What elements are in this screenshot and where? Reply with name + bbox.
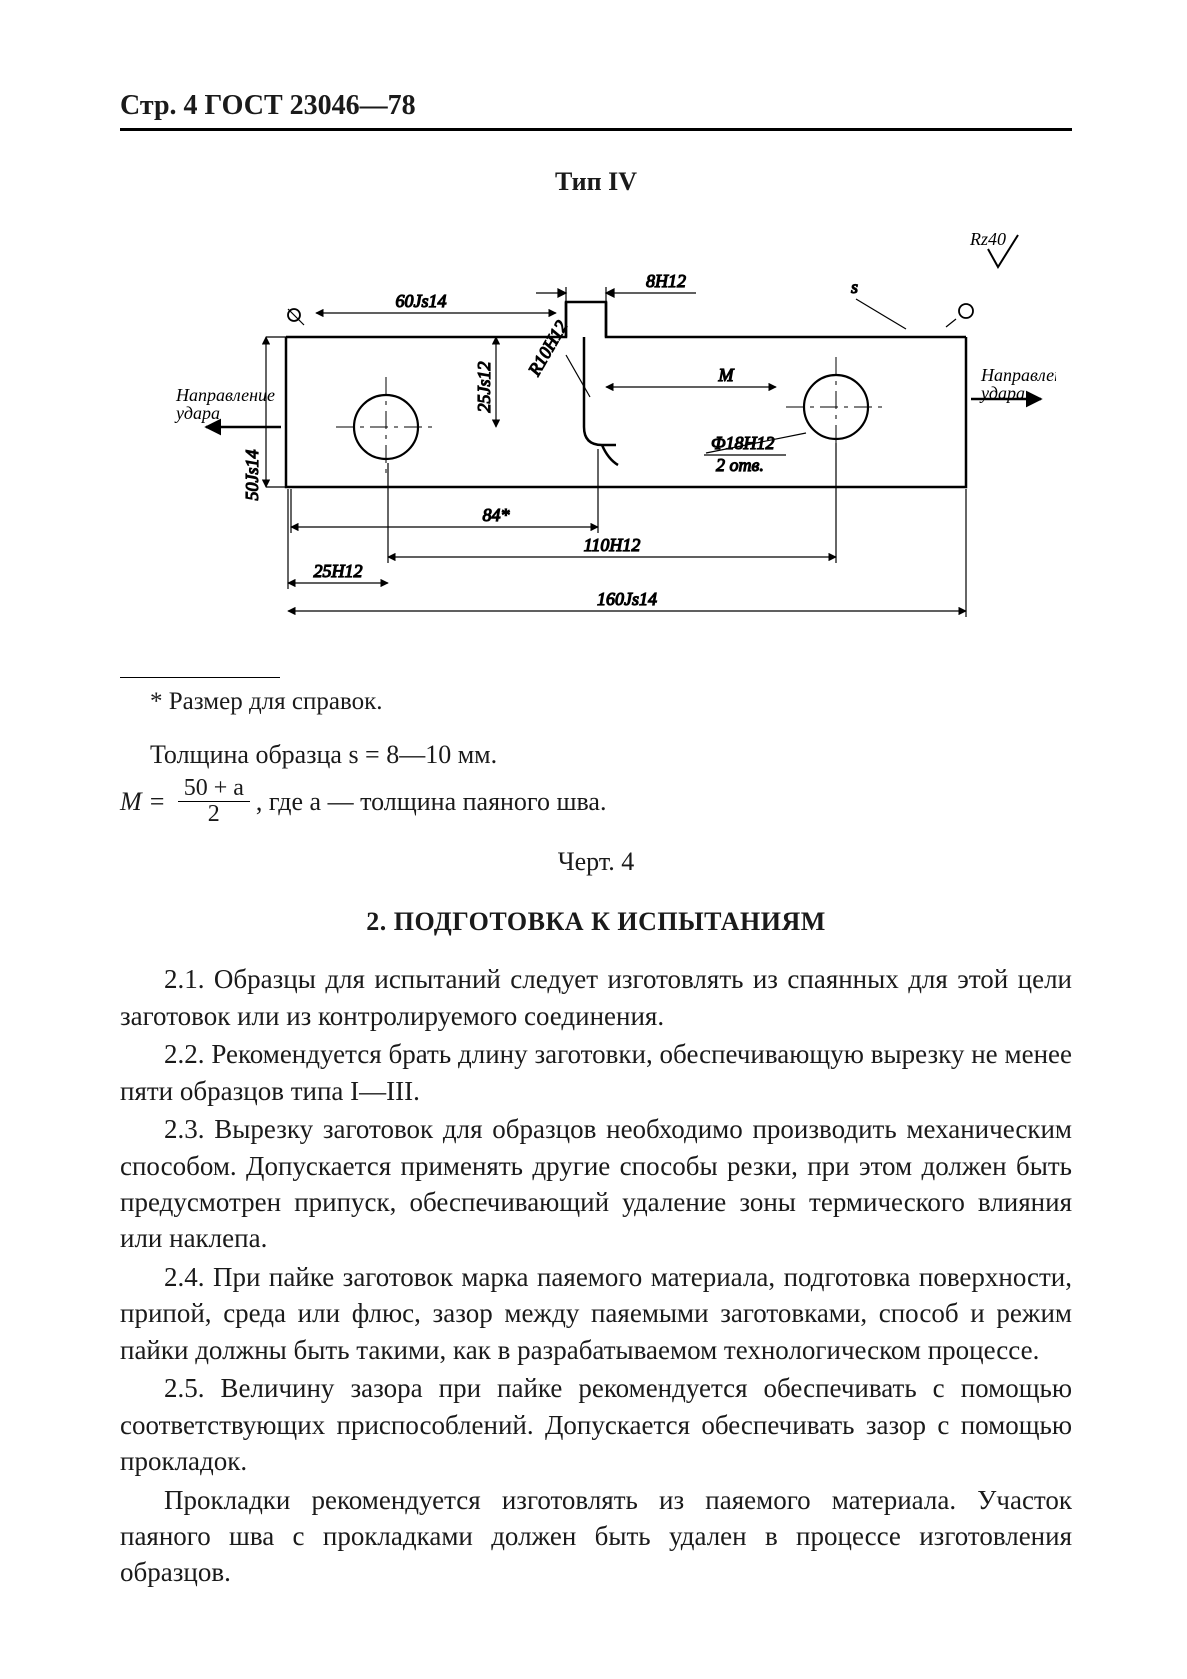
impact-label-left-2: удара [174, 403, 220, 423]
section-body: 2.1. Образцы для испытаний следует изгот… [120, 961, 1072, 1590]
dim-r10: R10H12 [524, 317, 590, 397]
formula-num: 50 + a [178, 776, 250, 802]
formula-tail: , где a — толщина паяного шва. [256, 787, 607, 817]
svg-text:84*: 84* [483, 505, 510, 525]
svg-text:2 отв.: 2 отв. [716, 455, 764, 475]
dim-60: 60Js14 [316, 291, 556, 313]
svg-text:25Js12: 25Js12 [474, 362, 494, 413]
page: Стр. 4 ГОСТ 23046—78 Тип IV Rz40 [0, 0, 1187, 1679]
para-2-5: 2.5. Величину зазора при пайке рекоменду… [120, 1370, 1072, 1479]
footnote: * Размер для справок. [150, 688, 1072, 716]
dim-84: 84* [291, 449, 598, 533]
svg-text:R10H12: R10H12 [524, 317, 572, 380]
page-number: Стр. 4 ГОСТ 23046—78 [120, 90, 416, 121]
dim-25v: 25Js12 [474, 337, 496, 427]
svg-text:Ф18H12: Ф18H12 [711, 433, 774, 453]
technical-drawing: Rz40 [120, 227, 1072, 647]
svg-text:60Js14: 60Js14 [396, 291, 447, 311]
formula-den: 2 [202, 802, 226, 827]
impact-label-right-1: Направление [980, 365, 1056, 385]
svg-text:s: s [851, 277, 858, 297]
dim-M: M [606, 365, 776, 387]
formula-M-var: M = [120, 787, 166, 817]
dim-50v: 50Js14 [242, 337, 286, 501]
impact-label-left-1: Направление [175, 385, 275, 405]
dim-s: s [851, 277, 906, 329]
thickness-spec: Толщина образца s = 8—10 мм. [150, 740, 1072, 770]
formula-M: M = 50 + a 2 , где a — толщина паяного ш… [120, 776, 1072, 827]
figure-caption: Черт. 4 [120, 847, 1072, 877]
dim-slot: 8H12 [536, 271, 696, 305]
para-2-1: 2.1. Образцы для испытаний следует изгот… [120, 961, 1072, 1034]
impact-arrow-right: Направление удара [971, 365, 1056, 403]
para-gaskets: Прокладки рекомендуется изготовлять из п… [120, 1482, 1072, 1591]
svg-text:8H12: 8H12 [646, 271, 686, 291]
footnote-rule [120, 677, 280, 678]
impact-label-right-2: удара [979, 383, 1025, 403]
standard-code: ГОСТ 23046—78 [205, 90, 416, 121]
surface-finish-icon: Rz40 [969, 229, 1018, 267]
impact-arrow-left: Направление удара [174, 385, 281, 427]
fraction-icon: 50 + a 2 [178, 776, 250, 827]
para-2-4: 2.4. При пайке заготовок марка паяемого … [120, 1259, 1072, 1368]
end-lug-right [946, 304, 973, 327]
svg-text:110H12: 110H12 [584, 535, 641, 555]
svg-text:50Js14: 50Js14 [242, 450, 262, 501]
dim-phi18: Ф18H12 2 отв. [704, 433, 806, 475]
para-2-2: 2.2. Рекомендуется брать длину заготовки… [120, 1036, 1072, 1109]
end-lug-left [288, 309, 304, 325]
dim-25h: 25H12 [288, 489, 388, 589]
svg-text:160Js14: 160Js14 [597, 589, 657, 609]
section-title: 2. ПОДГОТОВКА К ИСПЫТАНИЯМ [120, 907, 1072, 937]
para-2-3: 2.3. Вырезку заготовок для образцов необ… [120, 1111, 1072, 1257]
page-label: Стр. 4 [120, 90, 198, 121]
drawing-svg: Rz40 [136, 227, 1056, 647]
figure-type-title: Тип IV [120, 167, 1072, 197]
svg-text:25H12: 25H12 [314, 561, 363, 581]
header-rule: Стр. 4 ГОСТ 23046—78 [120, 90, 1072, 131]
svg-text:M: M [718, 365, 735, 385]
surface-finish-label: Rz40 [969, 229, 1006, 249]
